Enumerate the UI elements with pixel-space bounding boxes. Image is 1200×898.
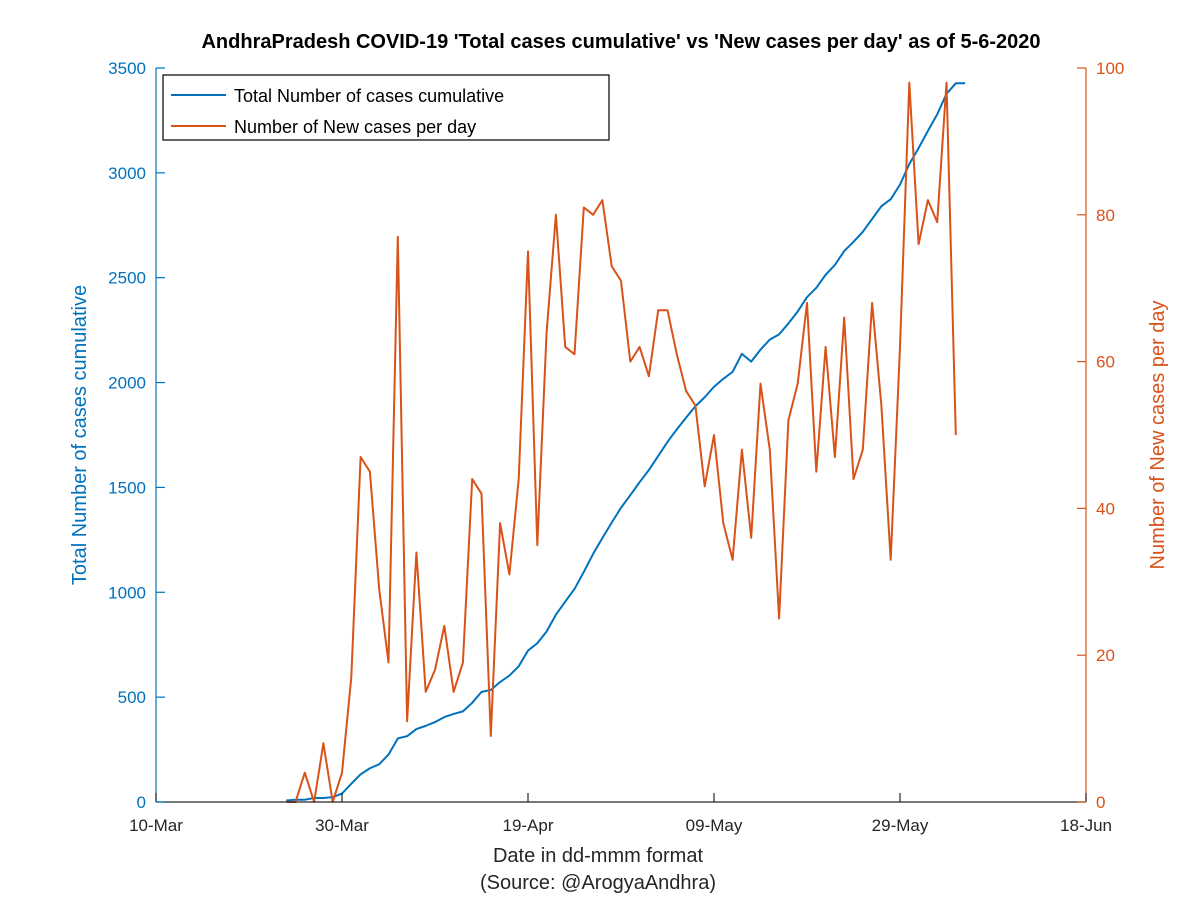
- y-left-tick-label: 1500: [108, 478, 146, 497]
- x-tick-label: 29-May: [872, 816, 929, 835]
- y-right-tick-label: 80: [1096, 206, 1115, 225]
- series-line-total-cases: [286, 82, 966, 802]
- y-right-tick-label: 0: [1096, 793, 1105, 812]
- y-left-tick-label: 3000: [108, 164, 146, 183]
- plot-background: [156, 68, 1086, 802]
- legend-box: [162, 74, 610, 141]
- legend-label-total-cases: Total Number of cases cumulative: [234, 86, 504, 106]
- y-left-tick-label: 1000: [108, 583, 146, 602]
- x-tick-label: 09-May: [686, 816, 743, 835]
- x-tick-label: 10-Mar: [129, 816, 183, 835]
- y-left-tick-label: 0: [137, 793, 146, 812]
- y-left-tick-label: 500: [118, 688, 146, 707]
- y-axis-left-title: Total Number of cases cumulative: [69, 285, 91, 585]
- y-left-tick-label: 3500: [108, 59, 146, 78]
- legend: Total Number of cases cumulative Number …: [162, 74, 610, 141]
- x-tick-label: 30-Mar: [315, 816, 369, 835]
- plot-area: 10-Mar 30-Mar 19-Apr 09-May 29-May 18-Jun 0 500…: [108, 59, 1124, 835]
- source-note: (Source: @ArogyaAndhra): [480, 872, 716, 894]
- chart-title: AndhraPradesh COVID-19 'Total cases cumu…: [201, 31, 1040, 53]
- x-axis-title: Date in dd-mmm format: [493, 845, 703, 867]
- y-right-tick-label: 20: [1096, 646, 1115, 665]
- x-tick-label: 18-Jun: [1060, 816, 1112, 835]
- y-left-tick-label: 2000: [108, 374, 146, 393]
- x-tick-label: 19-Apr: [502, 816, 553, 835]
- y-right-tick-label: 40: [1096, 499, 1115, 518]
- y-axis-right-title: Number of New cases per day: [1147, 300, 1169, 569]
- series-line-new-cases: [286, 81, 957, 803]
- y-right-tick-label: 100: [1096, 59, 1124, 78]
- y-left-tick-label: 2500: [108, 269, 146, 288]
- y-right-tick-label: 60: [1096, 353, 1115, 372]
- legend-label-new-cases: Number of New cases per day: [234, 117, 476, 137]
